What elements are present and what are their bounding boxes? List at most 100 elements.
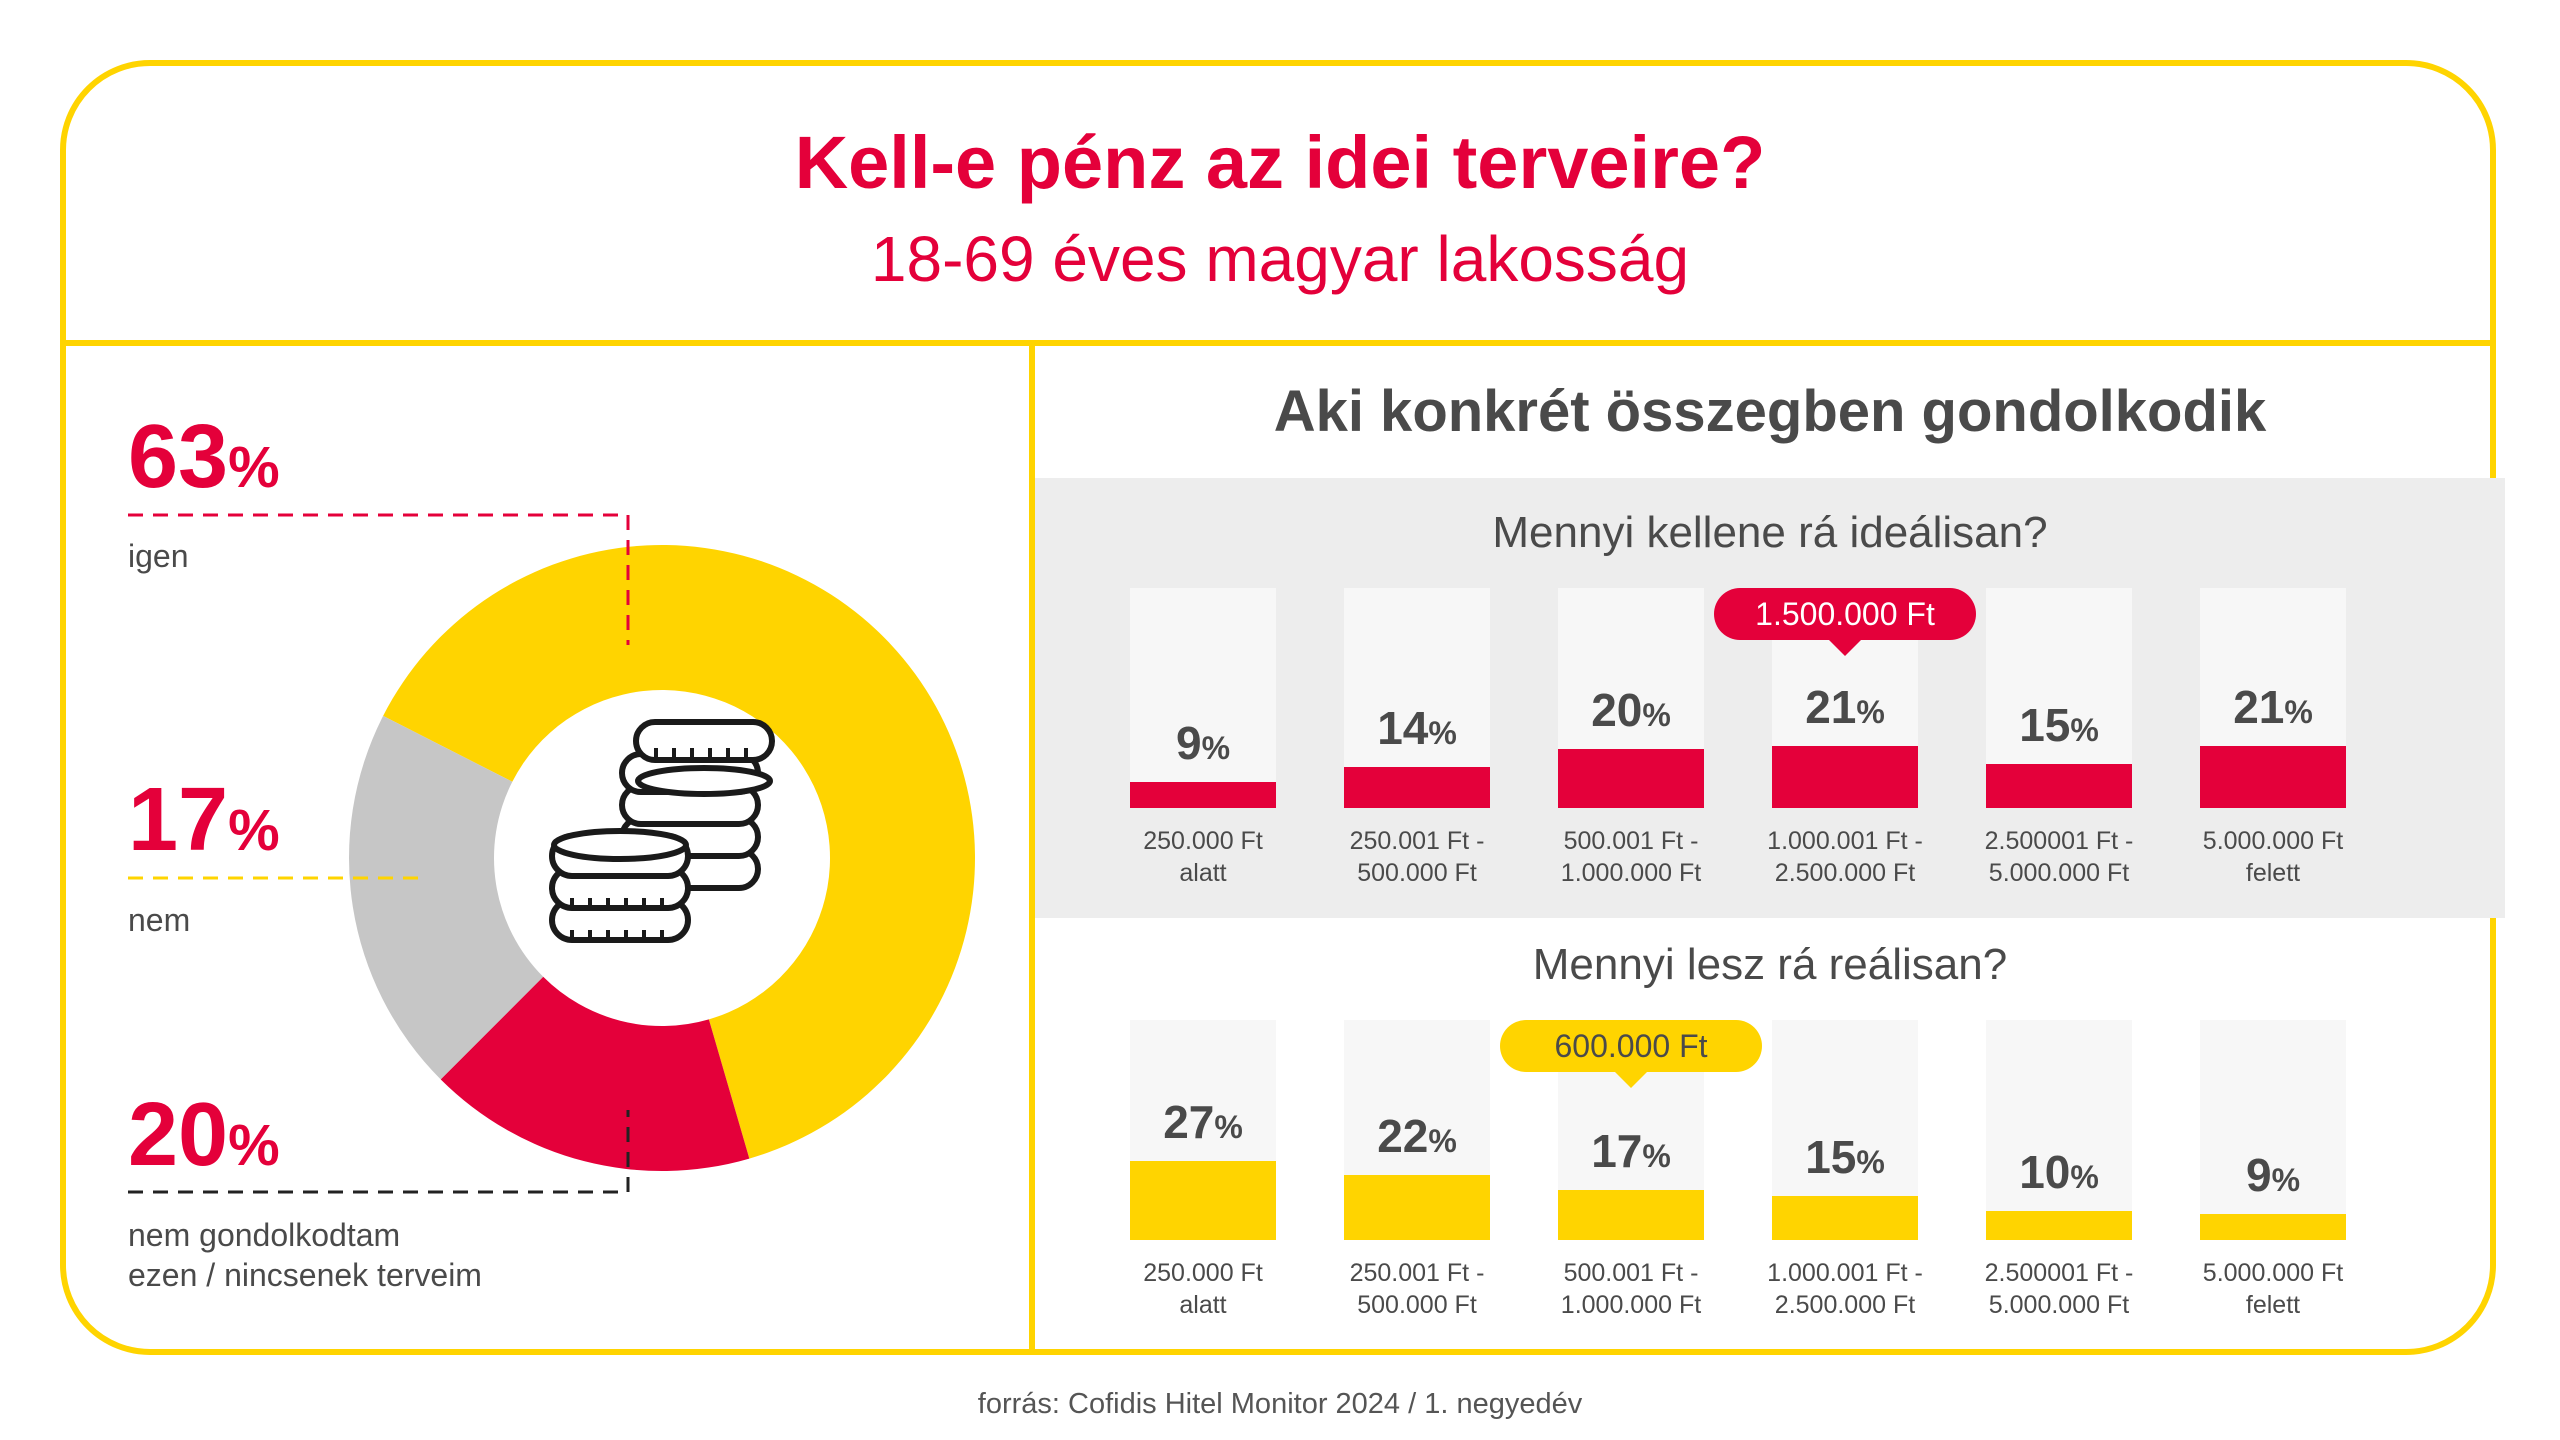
category-line-1: 500.001 Ft -: [1563, 1259, 1699, 1287]
callout-pointer: [1829, 640, 1861, 656]
bar-1: [1130, 588, 1276, 808]
coins-icon: [549, 719, 775, 943]
bar-6: [2200, 588, 2346, 808]
bar-value-percent: %: [2271, 1161, 2301, 1198]
bar-category-6: 5.000.000 Ft felett: [2173, 825, 2373, 889]
bar-value-number: 9: [1175, 716, 1202, 769]
category-line-2: felett: [2245, 1291, 2301, 1319]
category-line-1: 5.000.000 Ft: [2202, 1259, 2344, 1287]
bar-fill-5: [1986, 764, 2132, 808]
category-line-2: 5.000.000 Ft: [1988, 859, 2130, 887]
category-line-1: 500.001 Ft -: [1563, 827, 1699, 855]
stat-undecided-label-line2: ezen / nincsenek terveim: [128, 1257, 482, 1293]
bar-fill-1: [1130, 1160, 1276, 1240]
bar-6: [2200, 1020, 2346, 1240]
bar-value-number: 9: [2245, 1148, 2272, 1201]
bar-value-number: 20: [1591, 684, 1643, 737]
bar-value-percent: %: [1428, 714, 1457, 751]
header-divider: [60, 340, 2496, 346]
highlight-callout-text: 600.000 Ft: [1554, 1028, 1708, 1064]
category-line-2: felett: [2245, 859, 2301, 887]
bar-fill-3: [1558, 749, 1704, 808]
bar-value-6: 9%: [2200, 1148, 2346, 1202]
bar-value-number: 14: [1377, 701, 1429, 754]
bar-3: [1558, 588, 1704, 808]
stat-no: 17%: [128, 775, 280, 865]
bar-category-6: 5.000.000 Ft felett: [2173, 1257, 2373, 1321]
stat-yes-value: 63: [128, 407, 229, 507]
highlight-callout: 1.500.000 Ft: [1714, 588, 1976, 656]
bar-value-percent: %: [1428, 1123, 1457, 1160]
bar-fill-2: [1344, 1175, 1490, 1240]
bar-4: [1772, 1020, 1918, 1240]
bar-value-percent: %: [1642, 1138, 1671, 1175]
bar-category-5: 2.500001 Ft - 5.000.000 Ft: [1959, 825, 2159, 889]
bar-category-2: 250.001 Ft - 500.000 Ft: [1317, 825, 1517, 889]
panel-divider: [1029, 343, 1035, 1355]
stat-no-percent: %: [228, 798, 280, 863]
undecided-leader-line: [128, 1110, 630, 1194]
bar-value-number: 17: [1591, 1125, 1643, 1178]
donut-slice-3: [348, 715, 544, 1080]
donut-chart: [128, 513, 976, 1194]
bar-value-1: 27%: [1130, 1095, 1276, 1149]
bar-value-percent: %: [1201, 729, 1231, 766]
realistic-question: Mennyi lesz rá reálisan?: [1532, 940, 2008, 989]
bar-category-2: 250.001 Ft - 500.000 Ft: [1317, 1257, 1517, 1321]
bar-value-1: 9%: [1130, 716, 1276, 770]
category-line-1: 2.500001 Ft -: [1984, 1259, 2134, 1287]
category-line-1: 1.000.001 Ft -: [1767, 827, 1923, 855]
category-line-1: 250.001 Ft -: [1349, 1259, 1485, 1287]
stat-no-label: nem: [128, 902, 191, 938]
bar-value-number: 21: [1805, 681, 1857, 734]
bar-value-5: 15%: [1986, 698, 2132, 752]
bar-value-number: 15: [2019, 699, 2071, 751]
bar-value-number: 22: [1377, 1110, 1429, 1163]
stat-yes-percent: %: [228, 435, 280, 500]
bar-category-3: 500.001 Ft - 1.000.000 Ft: [1531, 1257, 1731, 1321]
category-line-2: 5.000.000 Ft: [1988, 1291, 2130, 1319]
category-line-1: 250.001 Ft -: [1349, 827, 1485, 855]
stat-yes: 63%: [128, 412, 280, 502]
donut-slice-2: [440, 976, 750, 1171]
stat-yes-label: igen: [128, 538, 189, 574]
category-line-2: 500.000 Ft: [1357, 859, 1477, 887]
bar-value-2: 22%: [1344, 1109, 1490, 1163]
bar-value-2: 14%: [1344, 701, 1490, 755]
bar-value-percent: %: [1856, 1144, 1885, 1180]
category-line-2: 2.500.000 Ft: [1774, 859, 1916, 887]
bar-value-percent: %: [2070, 712, 2099, 748]
category-line-1: 250.000 Ft: [1143, 1259, 1263, 1287]
bar-value-3: 17%: [1558, 1124, 1704, 1178]
bar-5: [1986, 588, 2132, 808]
page-subtitle: 18-69 éves magyar lakosság: [870, 223, 1690, 295]
bar-category-4: 1.000.001 Ft - 2.500.000 Ft: [1745, 1257, 1945, 1321]
source-note: forrás: Cofidis Hitel Monitor 2024 / 1. …: [977, 1388, 1583, 1420]
bar-fill-2: [1344, 766, 1490, 808]
bar-2: [1344, 588, 1490, 808]
bar-value-percent: %: [1214, 1108, 1243, 1145]
stat-no-value: 17: [128, 770, 229, 870]
bar-value-percent: %: [1856, 694, 1885, 731]
page-title: Kell-e pénz az idei terveire?: [794, 121, 1766, 204]
category-line-2: 1.000.000 Ft: [1560, 859, 1702, 887]
category-line-2: alatt: [1179, 859, 1227, 887]
category-line-1: 5.000.000 Ft: [2202, 827, 2344, 855]
bar-fill-1: [1130, 781, 1276, 808]
category-line-1: 250.000 Ft: [1143, 827, 1263, 855]
bar-category-1: 250.000 Ft alatt: [1103, 825, 1303, 889]
right-panel-title: Aki konkrét összegben gondolkodik: [1273, 379, 2267, 444]
category-line-2: alatt: [1179, 1291, 1227, 1319]
bar-value-5: 10%: [1986, 1145, 2132, 1199]
category-line-2: 2.500.000 Ft: [1774, 1291, 1916, 1319]
bar-value-4: 15%: [1772, 1130, 1918, 1184]
ideal-question: Mennyi kellene rá ideálisan?: [1492, 508, 2048, 557]
bar-fill-5: [1986, 1210, 2132, 1240]
bar-fill-4: [1772, 746, 1918, 808]
bar-value-percent: %: [2284, 694, 2313, 731]
bar-fill-4: [1772, 1196, 1918, 1240]
bar-category-5: 2.500001 Ft - 5.000.000 Ft: [1959, 1257, 2159, 1321]
stat-undecided-label: nem gondolkodtam ezen / nincsenek tervei…: [128, 1215, 482, 1295]
stat-undecided-label-line1: nem gondolkodtam: [128, 1217, 401, 1253]
bar-5: [1986, 1020, 2132, 1240]
